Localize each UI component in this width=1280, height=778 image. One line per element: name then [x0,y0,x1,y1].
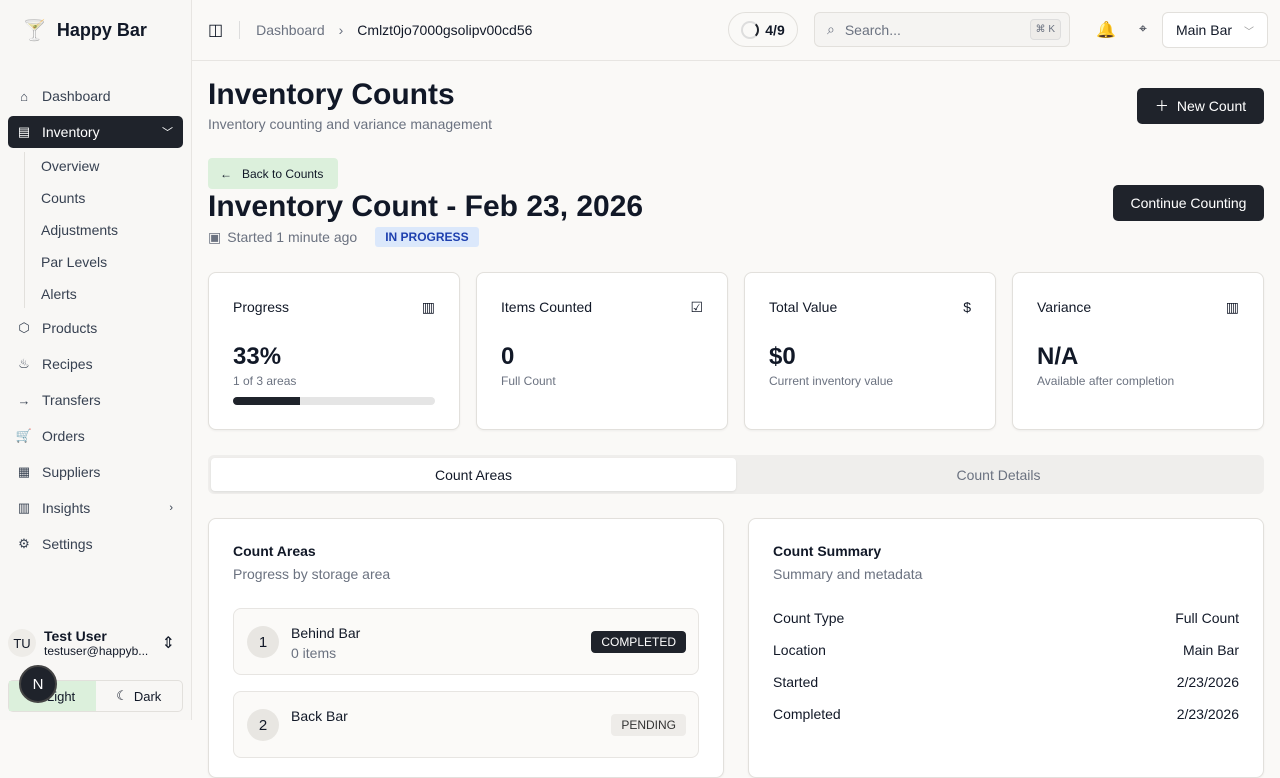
chevron-down-icon: ﹀ [1244,26,1255,38]
bar-chart-icon: ▥ [421,299,435,315]
sidebar-item-adjustments[interactable]: Adjustments [41,222,119,238]
sidebar-item-products[interactable]: ⬡ Products [8,312,183,344]
sidebar-item-alerts[interactable]: Alerts [41,286,77,302]
clipboard-check-icon: ☑ [690,299,703,315]
page-subtitle: Inventory counting and variance manageme… [208,116,493,132]
count-summary-card: Count Summary Summary and metadata Count… [748,518,1264,778]
count-areas-card: Count Areas Progress by storage area 1 B… [208,518,724,778]
sidebar-item-suppliers[interactable]: ▦ Suppliers [17,464,101,480]
sidebar-item-transfers[interactable]: → Transfers [17,392,101,408]
bell-icon[interactable]: 🔔 [1096,22,1116,39]
tab-count-areas[interactable]: Count Areas [211,458,736,491]
logo[interactable]: 🍸 Happy Bar [22,20,147,42]
new-count-button[interactable]: ＋ New Count [1137,88,1264,124]
dev-tools-badge[interactable]: N [19,665,57,703]
sidebar-item-dashboard[interactable]: ⌂ Dashboard [8,80,183,112]
sidebar-item-recipes[interactable]: ♨ Recipes [8,348,183,380]
area-status-badge: PENDING [611,714,686,736]
progress-ring-icon [741,20,760,39]
page-title: Inventory Counts [208,78,455,111]
breadcrumb-dashboard[interactable]: Dashboard [256,22,325,38]
arrow-right-icon: → [17,392,31,408]
map-pin-icon: ⌖ [1139,20,1147,36]
avatar: TU [8,629,36,657]
sidebar-toggle-icon[interactable]: ◫ [208,22,224,39]
plus-icon: ＋ [1154,98,1169,114]
sidebar-item-insights[interactable]: ▥ Insights › [17,500,173,516]
chef-hat-icon: ♨ [18,356,30,371]
location-select[interactable]: Main Bar ﹀ [1162,12,1268,48]
user-menu[interactable]: TU Test User testuser@happyb... ⇕ [8,628,183,658]
count-title: Inventory Count - Feb 23, 2026 [208,190,644,223]
chevrons-up-down-icon: ⇕ [161,635,175,652]
status-badge: IN PROGRESS [375,227,479,247]
home-icon: ⌂ [20,88,28,104]
cocktail-icon: 🍸 [22,20,47,42]
continue-counting-button[interactable]: Continue Counting [1113,185,1264,221]
sidebar-item-settings[interactable]: ⚙ Settings [8,528,183,560]
stat-card-variance: Variance ▥ N/A Available after completion [1012,272,1264,430]
started-text: Started 1 minute ago [227,229,358,245]
setup-progress[interactable]: 4/9 [728,12,798,47]
summary-row: Count Type Full Count [773,610,1239,626]
stat-card-progress: Progress ▥ 33% 1 of 3 areas [208,272,460,430]
sidebar: 🍸 Happy Bar ⌂ Dashboard ▤ Inventory ﹀ Overvi… [0,0,192,720]
tabs: Count Areas Count Details [208,455,1264,494]
summary-row: Location Main Bar [773,642,1239,658]
sidebar-item-orders[interactable]: 🛒 Orders [15,428,85,444]
summary-row: Completed 2/23/2026 [773,706,1239,722]
search-input[interactable]: ⌕ Search... ⌘ K [814,12,1070,47]
sidebar-item-inventory[interactable]: ▤ Inventory ﹀ [8,116,183,148]
cart-icon: 🛒 [15,428,33,443]
bar-chart-icon: ▥ [1225,299,1239,315]
clipboard-icon: ▤ [17,124,31,139]
gear-icon: ⚙ [18,536,30,551]
sidebar-item-par-levels[interactable]: Par Levels [41,254,108,270]
building-icon: ▦ [17,464,31,479]
sidebar-item-overview[interactable]: Overview [41,158,100,174]
chevron-down-icon: ﹀ [162,127,173,139]
user-name: Test User [44,628,107,644]
tab-count-details[interactable]: Count Details [956,466,1041,483]
breadcrumb-current: Cmlzt0jo7000gsolipv00cd56 [357,22,533,38]
stat-card-items-counted: Items Counted ☑ 0 Full Count [476,272,728,430]
arrow-left-icon: ← [220,166,232,181]
dark-theme-button[interactable]: ☾ Dark [116,688,162,704]
progress-bar [233,397,435,405]
back-to-counts-button[interactable]: ← Back to Counts [208,158,338,189]
chevron-right-icon: › [169,502,173,514]
area-status-badge: COMPLETED [591,631,686,653]
box-icon: ⬡ [18,320,30,335]
summary-row: Started 2/23/2026 [773,674,1239,690]
moon-icon: ☾ [116,688,128,703]
topbar: ◫ Dashboard › Cmlzt0jo7000gsolipv00cd56 [192,0,1280,61]
search-icon: ⌕ [827,21,835,37]
dollar-icon: $ [963,299,971,315]
user-email: testuser@happyb... [44,644,149,658]
stat-card-total-value: Total Value $ $0 Current inventory value [744,272,996,430]
sidebar-item-counts[interactable]: Counts [41,190,86,206]
area-item[interactable]: 2 Back Bar PENDING [233,691,699,758]
area-item[interactable]: 1 Behind Bar 0 items COMPLETED [233,608,699,675]
calendar-icon: ▣ [208,228,222,245]
chart-icon: ▥ [17,500,31,515]
chevron-right-icon: › [338,22,344,38]
shortcut-hint: ⌘ K [1029,19,1061,40]
